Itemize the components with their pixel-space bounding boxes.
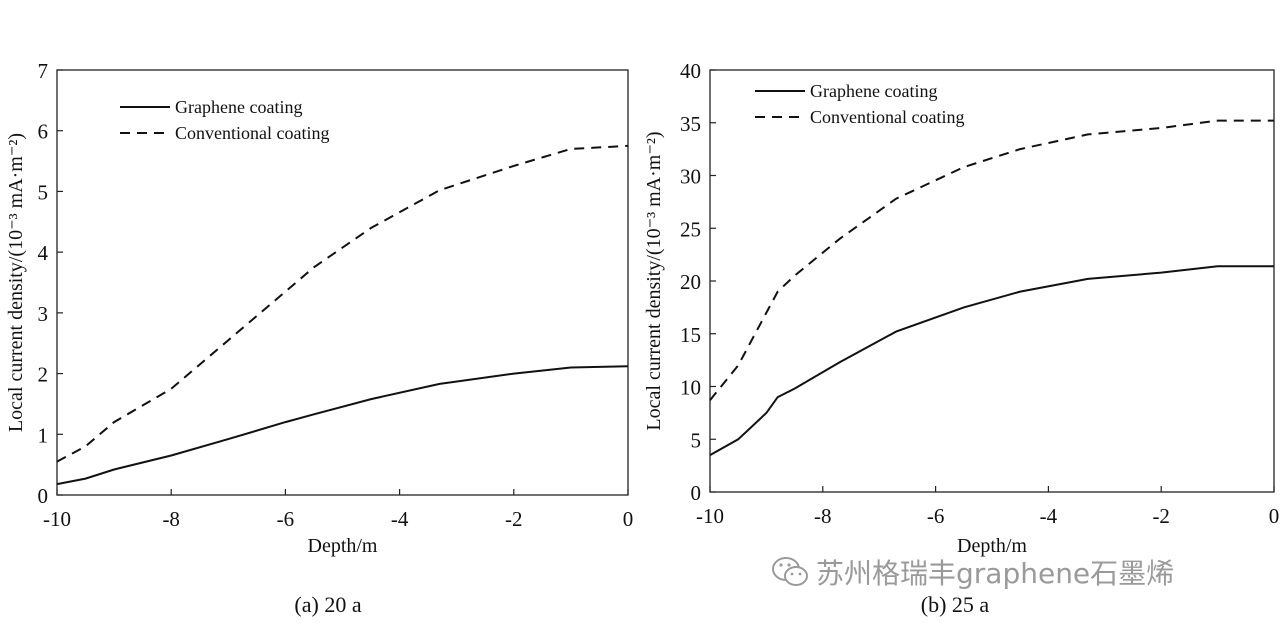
chart-caption: (b) 25 a (921, 592, 990, 617)
y-tick-label: 30 (680, 165, 701, 189)
watermark-text: 苏州格瑞丰graphene石墨烯 (816, 557, 1175, 590)
series-line-graphene (709, 265, 1274, 456)
y-tick-label: 0 (38, 484, 49, 508)
x-tick-label: -8 (162, 507, 180, 531)
y-tick-label: 0 (691, 481, 702, 505)
x-tick-label: 0 (1269, 504, 1280, 528)
x-tick-label: -4 (391, 507, 409, 531)
plot-frame (709, 69, 1275, 493)
y-axis-label: Local current density/(10⁻³ mA·m⁻²) (643, 131, 665, 430)
series-line-conventional (709, 119, 1274, 401)
y-axis-label: Local current density/(10⁻³ mA·m⁻²) (5, 133, 27, 432)
y-tick-label: 25 (680, 217, 701, 241)
series-line-graphene (56, 365, 629, 486)
x-axis-label: Depth/m (308, 535, 378, 557)
legend-label: Conventional coating (175, 123, 329, 143)
x-tick-label: -6 (277, 507, 295, 531)
x-tick-label: -10 (43, 507, 71, 531)
wechat-icon (772, 557, 808, 586)
chart-caption: (a) 20 a (294, 592, 361, 617)
x-tick-label: -4 (1040, 504, 1058, 528)
y-tick-label: 1 (38, 423, 49, 447)
chart-panel-b: -10 -8 -6 -4 -2 0 0 5 10 15 20 25 30 35 40 Depth/m Local… (643, 59, 1279, 617)
series-line-conventional (56, 144, 629, 463)
x-tick-label: -2 (1152, 504, 1170, 528)
y-tick-label: 6 (38, 120, 49, 144)
plot-frame (56, 69, 629, 496)
y-tick-label: 5 (691, 428, 702, 452)
y-tick-label: 15 (680, 323, 701, 347)
y-tick-label: 5 (38, 180, 49, 204)
x-tick-label: 0 (623, 507, 634, 531)
chart-panel-a: -10 -8 -6 -4 -2 0 0 1 2 3 4 5 6 7 Depth/m Local current… (5, 59, 633, 617)
y-tick-label: 3 (38, 302, 49, 326)
y-tick-label: 10 (680, 376, 701, 400)
y-tick-label: 2 (38, 363, 49, 387)
y-tick-label: 35 (680, 112, 701, 136)
watermark: 苏州格瑞丰graphene石墨烯 (770, 552, 1174, 592)
y-tick-label: 7 (38, 59, 49, 83)
x-tick-label: -10 (696, 504, 724, 528)
y-tick-label: 4 (38, 241, 49, 265)
y-tick-label: 40 (680, 59, 701, 83)
x-tick-label: -8 (814, 504, 832, 528)
legend-label: Conventional coating (810, 107, 964, 127)
legend-label: Graphene coating (175, 97, 302, 117)
x-tick-label: -2 (505, 507, 523, 531)
y-tick-label: 20 (680, 270, 701, 294)
legend-label: Graphene coating (810, 81, 937, 101)
x-tick-label: -6 (927, 504, 945, 528)
x-axis-label: Depth/m (957, 535, 1027, 557)
